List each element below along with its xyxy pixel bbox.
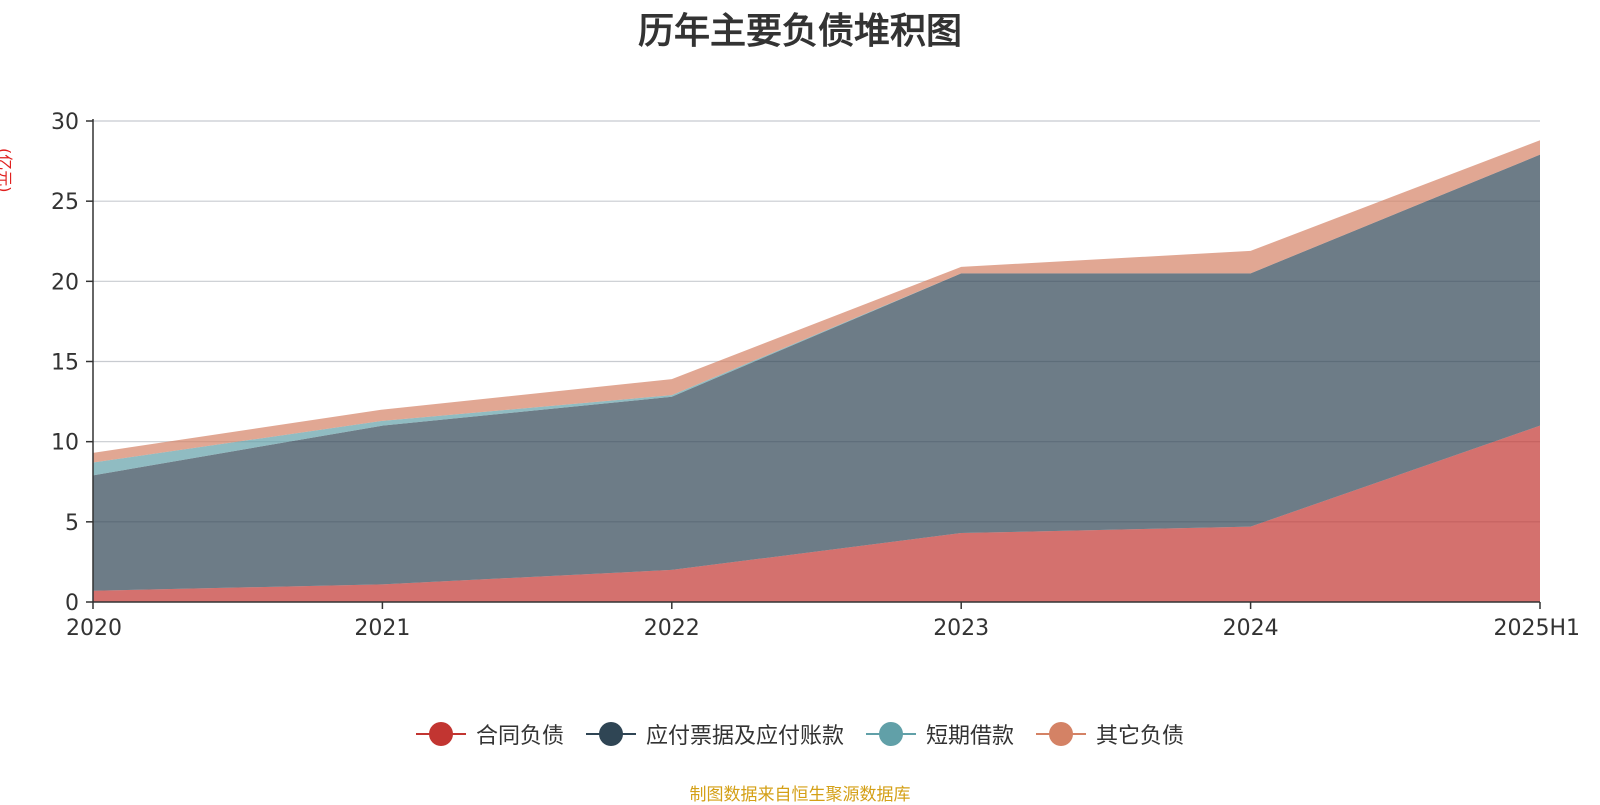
legend-label: 短期借款 [926,724,1015,749]
legend-marker-icon [415,722,466,746]
x-tick-label: 2024 [1223,616,1279,641]
area-series-3 [93,154,1540,476]
x-tick-label: 2022 [644,616,700,641]
legend-marker-icon [866,722,916,746]
stacked-area-chart: 0 5 10 15 20 25 30 2020 2021 2022 2023 2024 2025H1 [51,110,1580,641]
legend-item-1[interactable]: 合同负债 [415,718,564,750]
chart-title: 历年主要负债堆积图 [637,11,962,52]
legend-marker-icon [585,722,636,746]
y-tick-label: 15 [51,351,79,376]
x-tick-label: 2021 [354,616,410,641]
y-tick-label: 20 [51,270,79,295]
axes: 0 5 10 15 20 25 30 2020 2021 2022 2023 2024 2025H1 [51,110,1580,641]
y-tick-label: 5 [65,511,79,536]
x-tick-label: 2025H1 [1493,616,1580,641]
legend: 合同负债 应付票据及应付账款 短期借款 其它负债 [0,718,1600,750]
area-series-group [93,140,1540,602]
data-source-note: 制图数据来自恒生聚源数据库 [689,785,911,805]
legend-label: 其它负债 [1096,724,1185,749]
area-series-2 [93,154,1540,591]
y-tick-label: 30 [51,110,79,135]
y-tick-label: 0 [65,591,79,616]
legend-item-3[interactable]: 短期借款 [866,718,1014,750]
legend-label: 应付票据及应付账款 [645,724,844,749]
legend-label: 合同负债 [475,724,564,749]
y-tick-label: 25 [51,190,79,215]
legend-marker-icon [1036,722,1087,746]
x-tick-label: 2020 [66,616,122,641]
area-series-1 [93,425,1540,602]
y-tick-label: 10 [51,431,79,456]
legend-item-2[interactable]: 应付票据及应付账款 [585,718,844,750]
legend-item-4[interactable]: 其它负债 [1036,718,1184,750]
x-tick-label: 2023 [933,616,989,641]
